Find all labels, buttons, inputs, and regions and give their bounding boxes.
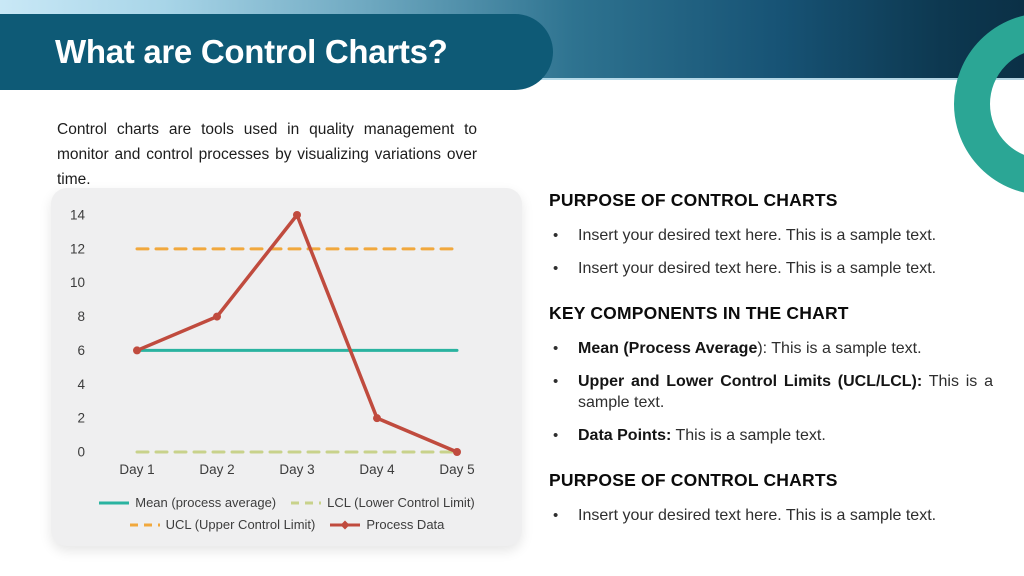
svg-text:0: 0 <box>77 445 85 460</box>
section-heading: KEY COMPONENTS IN THE CHART <box>549 303 849 323</box>
bullet-text: Insert your desired text here. This is a… <box>578 507 937 524</box>
legend-label: UCL (Upper Control Limit) <box>165 517 316 532</box>
bullet-item: Insert your desired text here. This is a… <box>549 258 993 279</box>
bullet-text: Insert your desired text here. This is a… <box>578 227 937 244</box>
content-column: PURPOSE OF CONTROL CHARTS Insert your de… <box>549 190 993 526</box>
svg-text:12: 12 <box>70 241 85 256</box>
x-axis-labels: Day 1 Day 2 Day 3 Day 4 Day 5 <box>119 462 474 477</box>
svg-text:8: 8 <box>77 309 85 324</box>
bullet-item: Data Points: This is a sample text. <box>549 425 993 446</box>
legend-swatch-icon <box>330 520 361 529</box>
svg-text:14: 14 <box>70 208 86 223</box>
bullet-item: Mean (Process Average): This is a sample… <box>549 338 993 359</box>
chart-card: 0 2 4 6 8 10 12 14 Day 1 Day 2 Day 3 Day 4 Day 5 Mea… <box>51 188 522 546</box>
svg-text:10: 10 <box>70 275 85 290</box>
page-title: What are Control Charts? <box>55 33 448 70</box>
chart-legend: Mean (process average) LCL (Lower Control… <box>71 495 503 532</box>
legend-swatch-icon <box>291 501 322 504</box>
bullet-bold: Data Points: <box>578 427 672 444</box>
bullet-item: Upper and Lower Control Limits (UCL/LCL)… <box>549 371 993 413</box>
svg-text:6: 6 <box>77 343 85 358</box>
bullet-list: Insert your desired text here. This is a… <box>549 505 993 526</box>
svg-text:2: 2 <box>77 411 85 426</box>
bullet-item: Insert your desired text here. This is a… <box>549 505 993 526</box>
control-chart: 0 2 4 6 8 10 12 14 Day 1 Day 2 Day 3 Day 4 Day 5 <box>70 208 475 478</box>
legend-item: Process Data <box>329 517 444 532</box>
bullet-text: ): This is a sample text. <box>757 340 922 357</box>
series-process-data <box>133 211 461 456</box>
title-banner: What are Control Charts? <box>0 14 553 90</box>
legend-label: Process Data <box>366 517 445 532</box>
section-key-components: KEY COMPONENTS IN THE CHART Mean (Proces… <box>549 303 993 446</box>
legend-label: Mean (process average) <box>135 495 277 510</box>
svg-text:Day 5: Day 5 <box>439 462 474 477</box>
section-purpose-2: PURPOSE OF CONTROL CHARTS Insert your de… <box>549 470 993 526</box>
intro-text: Control charts are tools used in quality… <box>57 121 477 188</box>
svg-text:Day 4: Day 4 <box>359 462 395 477</box>
legend-label: LCL (Lower Control Limit) <box>327 495 475 510</box>
legend-item: UCL (Upper Control Limit) <box>129 517 316 532</box>
bullet-item: Insert your desired text here. This is a… <box>549 225 993 246</box>
legend-swatch-icon <box>129 523 160 526</box>
bullet-list: Insert your desired text here. This is a… <box>549 225 993 279</box>
bullet-text: This is a sample text. <box>671 427 826 444</box>
section-heading: PURPOSE OF CONTROL CHARTS <box>549 190 838 210</box>
svg-text:Day 3: Day 3 <box>279 462 314 477</box>
section-purpose-1: PURPOSE OF CONTROL CHARTS Insert your de… <box>549 190 993 279</box>
legend-item: LCL (Lower Control Limit) <box>290 495 475 510</box>
svg-text:4: 4 <box>77 377 85 392</box>
legend-swatch-icon <box>99 501 130 504</box>
y-axis-labels: 0 2 4 6 8 10 12 14 <box>70 208 86 460</box>
bullet-bold: Mean (Process Average <box>578 340 758 357</box>
bullet-text: This is a sample text. <box>578 373 993 411</box>
bullet-bold: Upper and Lower Control Limits (UCL/LCL)… <box>578 373 923 390</box>
legend-item: Mean (process average) <box>98 495 276 510</box>
bullet-list: Mean (Process Average): This is a sample… <box>549 338 993 446</box>
section-heading: PURPOSE OF CONTROL CHARTS <box>549 470 838 490</box>
bullet-text: Insert your desired text here. This is a… <box>578 260 937 277</box>
svg-text:Day 1: Day 1 <box>119 462 154 477</box>
svg-text:Day 2: Day 2 <box>199 462 234 477</box>
